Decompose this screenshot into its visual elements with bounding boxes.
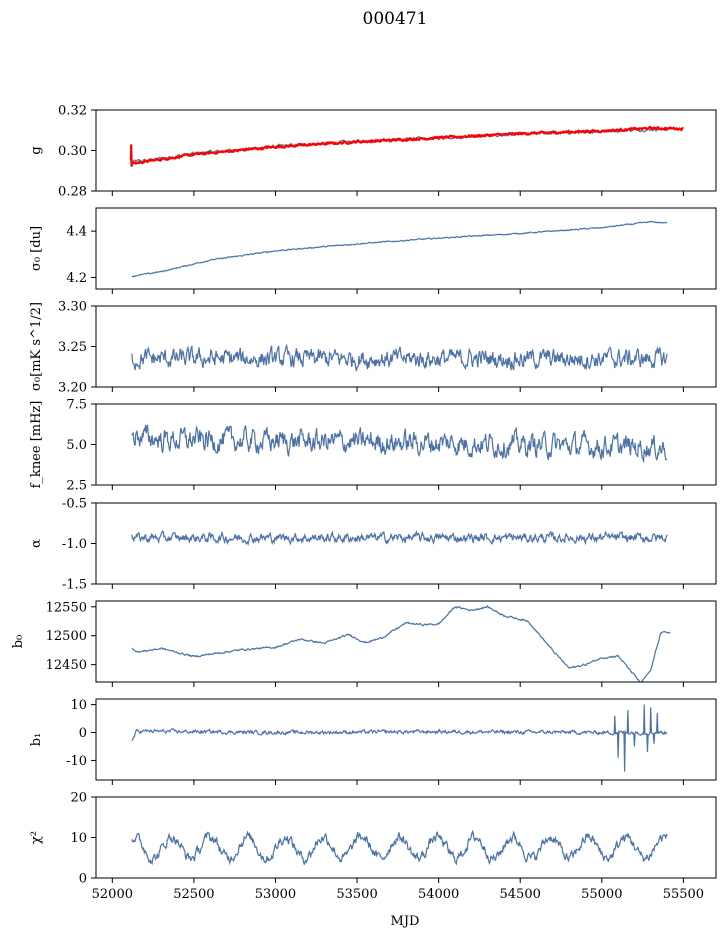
panel-fknee: 2.5 5.0 7.5 f_knee [mHz] <box>29 398 717 494</box>
panel-b0: 12450 12500 12550 b₀ <box>11 600 717 687</box>
y-tick-label: 3.25 <box>58 340 87 355</box>
axes-frame <box>95 207 717 290</box>
axes-frame <box>95 600 717 683</box>
x-tick-label: 52500 <box>173 887 214 902</box>
y-tick-label: -0.5 <box>62 497 87 512</box>
x-tick-label: 55500 <box>663 887 704 902</box>
x-tick-label: 52000 <box>92 887 133 902</box>
series-line-fknee <box>131 424 668 463</box>
y-tick-label: 3.30 <box>58 300 87 315</box>
panel-sigma0_du: 4.2 4.4 σ₀ [du] <box>29 207 717 294</box>
y-tick-label: 4.4 <box>66 225 87 240</box>
y-tick-label: 10 <box>70 831 87 846</box>
y-tick-label: 0.30 <box>58 144 87 159</box>
y-tick-label: 0 <box>79 872 87 887</box>
y-tick-label: 12450 <box>46 658 87 673</box>
x-tick-label: 54000 <box>418 887 459 902</box>
panel-sigma0_mks: 3.20 3.25 3.30 σ₀[mK s^1/2] <box>29 300 717 396</box>
panel-alpha: -1.5 -1.0 -0.5 α <box>29 497 717 593</box>
series-line-g <box>131 127 668 163</box>
y-tick-label: 20 <box>70 791 87 806</box>
y-axis-label: σ₀ [du] <box>29 226 44 271</box>
axes-frame <box>95 698 717 781</box>
y-axis-label: g <box>29 146 44 154</box>
panel-chi2: 0 10 20 χ² 52000 52500 53000 53500 54000 54500 550… <box>29 791 717 902</box>
axes-frame <box>95 109 717 192</box>
series-line-b0 <box>131 604 671 682</box>
y-tick-label: 5.0 <box>66 438 87 453</box>
x-axis-label: MJD <box>391 914 420 929</box>
x-tick-label: 54500 <box>500 887 541 902</box>
panel-b1: -10 0 10 b₁ <box>29 698 717 785</box>
y-tick-label: 0.28 <box>58 185 87 200</box>
figure-title: 000471 <box>363 9 428 29</box>
y-tick-label: 10 <box>70 698 87 713</box>
x-tick-label: 53000 <box>255 887 296 902</box>
y-tick-label: 12550 <box>46 600 87 615</box>
x-tick-label: 53500 <box>336 887 377 902</box>
y-tick-label: 3.20 <box>58 381 87 396</box>
series-line-sigma0_mks <box>131 343 668 372</box>
y-axis-label: b₁ <box>29 733 44 747</box>
y-tick-label: 0.32 <box>58 104 87 119</box>
y-axis-label: χ² <box>29 831 44 844</box>
y-axis-label: f_knee [mHz] <box>29 401 44 489</box>
panel-g: 0.28 0.30 0.32 g <box>29 104 717 200</box>
y-tick-label: 4.2 <box>66 271 87 286</box>
series-line-sigma0_du <box>131 220 668 278</box>
series-line-b1 <box>131 704 668 772</box>
x-tick-label: 55000 <box>581 887 622 902</box>
y-tick-label: 7.5 <box>66 398 87 413</box>
panels: 0.28 0.30 0.32 g 4.2 4.4 σ₀ [du] 3.20 3.25 3.30 σ₀… <box>11 104 717 902</box>
y-tick-label: -1.0 <box>62 537 87 552</box>
y-tick-label: 12500 <box>46 629 87 644</box>
y-axis-label: σ₀[mK s^1/2] <box>29 302 44 391</box>
y-tick-label: -10 <box>66 754 87 769</box>
y-tick-label: 0 <box>79 726 87 741</box>
y-tick-label: -1.5 <box>62 578 87 593</box>
axes-frame <box>95 305 717 388</box>
series-line-alpha <box>131 529 668 547</box>
axes-frame <box>95 502 717 585</box>
y-axis-label: b₀ <box>11 635 26 649</box>
series-line-chi2 <box>131 829 668 866</box>
y-tick-label: 2.5 <box>66 479 87 494</box>
y-axis-label: α <box>29 539 44 548</box>
model-line-g <box>129 125 684 167</box>
